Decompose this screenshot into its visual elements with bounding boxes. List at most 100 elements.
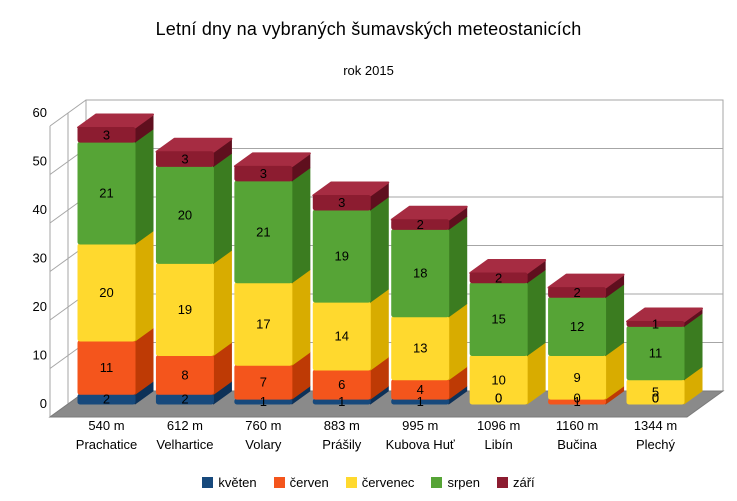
y-tick-label: 0 — [40, 396, 47, 411]
value-label-Plechý-srpen: 11 — [649, 346, 663, 361]
bar-segment-Libín-září — [469, 272, 528, 284]
value-label-Kubova Huť-květen: 1 — [417, 394, 424, 409]
bar-segment-Volary-září — [234, 165, 293, 182]
bar-side-Prášily-červenec — [369, 288, 389, 371]
legend-label: červenec — [361, 475, 415, 490]
value-label-Prachatice-červenec: 20 — [99, 285, 113, 300]
value-label-Kubova Huť-červenec: 13 — [413, 341, 427, 356]
value-label-Libín-červen: 0 — [495, 391, 502, 406]
legend-swatch-červen — [273, 477, 285, 488]
legend-swatch-červenec — [345, 477, 357, 488]
value-label-Volary-červen: 7 — [260, 375, 267, 390]
value-label-Velhartice-srpen: 20 — [178, 207, 192, 222]
legend: květen červen červenec srpen září — [0, 475, 737, 490]
value-label-Kubova Huť-červen: 4 — [417, 382, 424, 397]
value-label-Volary-červenec: 17 — [256, 316, 270, 331]
x-label-station-Prášily: Prášily — [322, 437, 362, 452]
chart-title: Letní dny na vybraných šumavských meteos… — [155, 19, 582, 39]
legend-label: srpen — [447, 475, 480, 490]
legend-item-květen: květen — [202, 475, 257, 490]
bar-side-Kubova Huť-srpen — [448, 215, 468, 318]
legend-swatch-září — [496, 477, 508, 488]
bar-side-Prachatice-srpen — [134, 128, 154, 245]
x-label-station-Libín: Libín — [485, 437, 513, 452]
x-label-altitude-Bučina: 1160 m — [556, 418, 598, 433]
x-label-station-Volary: Volary — [245, 437, 282, 452]
value-label-Velhartice-září: 3 — [181, 152, 188, 167]
value-label-Volary-srpen: 21 — [256, 224, 270, 239]
value-label-Prášily-září: 3 — [338, 195, 345, 210]
value-label-Prachatice-červen: 11 — [100, 360, 114, 375]
value-label-Prachatice-srpen: 21 — [99, 186, 113, 201]
x-label-station-Prachatice: Prachatice — [76, 437, 137, 452]
value-label-Velhartice-červenec: 19 — [178, 302, 192, 317]
legend-swatch-srpen — [431, 477, 443, 488]
legend-item-červen: červen — [273, 475, 329, 490]
value-label-Velhartice-červen: 8 — [181, 367, 188, 382]
value-label-Libín-srpen: 15 — [491, 312, 505, 327]
value-label-Plechý-květen: 0 — [652, 391, 659, 406]
value-label-Prachatice-září: 3 — [103, 127, 110, 142]
legend-item-září: září — [496, 475, 535, 490]
x-label-station-Plechý: Plechý — [636, 437, 676, 452]
chart-subtitle: rok 2015 — [343, 63, 394, 78]
bar-side-Libín-srpen — [526, 269, 546, 356]
y-tick-label: 20 — [33, 299, 47, 314]
y-tick-label: 10 — [33, 348, 47, 363]
value-label-Volary-květen: 1 — [260, 394, 267, 409]
value-label-Prášily-červen: 6 — [338, 377, 345, 392]
bar-segment-Velhartice-září — [155, 151, 214, 167]
chart-floor — [48, 390, 725, 418]
legend-item-srpen: srpen — [431, 475, 480, 490]
x-label-altitude-Volary: 760 m — [245, 418, 281, 433]
x-label-altitude-Libín: 1096 m — [477, 418, 520, 433]
value-label-Bučina-září: 2 — [573, 285, 580, 300]
bar-side-Volary-červenec — [291, 269, 311, 366]
value-label-Bučina-červen: 1 — [573, 394, 580, 409]
x-label-station-Bučina: Bučina — [557, 437, 598, 452]
value-label-Plechý-září: 1 — [652, 316, 659, 331]
value-label-Prachatice-květen: 2 — [103, 392, 110, 407]
value-label-Libín-září: 2 — [495, 270, 502, 285]
value-label-Bučina-květen: 0 — [573, 391, 580, 406]
x-label-altitude-Velhartice: 612 m — [167, 418, 203, 433]
x-label-station-Kubova Huť: Kubova Huť — [386, 437, 455, 452]
bar-side-Volary-srpen — [291, 167, 311, 284]
bar-segment-Kubova Huť-září — [391, 219, 450, 230]
value-label-Plechý-červen: 0 — [652, 391, 659, 406]
legend-swatch-květen — [202, 477, 214, 488]
value-label-Plechý-červenec: 5 — [652, 384, 659, 399]
y-tick-label: 60 — [33, 105, 47, 120]
x-label-altitude-Plechý: 1344 m — [634, 418, 677, 433]
value-label-Bučina-srpen: 12 — [570, 319, 584, 334]
bar-segment-Prášily-září — [312, 194, 371, 211]
legend-item-červenec: červenec — [345, 475, 415, 490]
value-label-Bučina-červenec: 9 — [573, 370, 580, 385]
value-label-Velhartice-květen: 2 — [181, 392, 188, 407]
value-label-Libín-květen: 0 — [495, 391, 502, 406]
x-label-altitude-Prachatice: 540 m — [88, 418, 124, 433]
bar-side-Prachatice-červenec — [134, 230, 154, 342]
bar-side-Velhartice-srpen — [212, 152, 232, 264]
x-label-altitude-Kubova Huť: 995 m — [402, 418, 438, 433]
value-label-Prášily-červenec: 14 — [335, 329, 349, 344]
bar-side-Velhartice-červenec — [212, 249, 232, 356]
value-label-Volary-září: 3 — [260, 166, 267, 181]
value-label-Prášily-srpen: 19 — [335, 249, 349, 264]
legend-label: červen — [289, 475, 329, 490]
value-label-Libín-červenec: 10 — [491, 372, 505, 387]
y-tick-label: 30 — [33, 251, 47, 266]
legend-label: září — [512, 475, 535, 490]
y-tick-label: 50 — [33, 154, 47, 169]
value-label-Kubova Huť-srpen: 18 — [413, 266, 427, 281]
value-label-Prášily-květen: 1 — [338, 394, 345, 409]
bar-segment-Bučina-září — [548, 287, 607, 298]
legend-label: květen — [218, 475, 257, 490]
bar-side-Prášily-srpen — [369, 196, 389, 303]
bar-segment-Prachatice-září — [77, 127, 136, 143]
value-label-Kubova Huť-září: 2 — [417, 217, 424, 232]
y-tick-label: 40 — [33, 202, 47, 217]
x-label-station-Velhartice: Velhartice — [156, 437, 213, 452]
